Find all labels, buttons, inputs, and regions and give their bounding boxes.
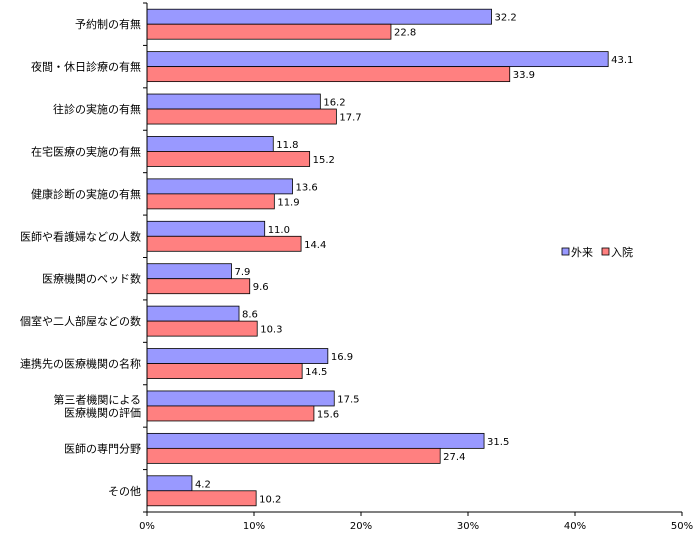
- value-label-nyuin-9: 15.6: [317, 409, 339, 420]
- category-label-4: 健康診断の実施の有無: [31, 187, 141, 201]
- bar-gairai-0: [146, 8, 492, 25]
- bar-gairai-5: [146, 220, 266, 237]
- x-tick-label-3: 30%: [457, 521, 479, 532]
- bar-nyuin-1: [146, 66, 511, 83]
- value-label-nyuin-2: 17.7: [339, 113, 361, 124]
- value-label-nyuin-4: 11.9: [277, 197, 299, 208]
- legend-label-nyuin: 入院: [611, 245, 633, 259]
- x-tick-label-5: 50%: [671, 521, 693, 532]
- bar-nyuin-3: [146, 151, 311, 167]
- category-label-5: 医師や看護婦などの人数: [20, 229, 141, 243]
- value-label-nyuin-6: 9.6: [253, 282, 269, 293]
- bar-gairai-10: [146, 432, 485, 449]
- legend-swatch-nyuin: [601, 247, 610, 256]
- bar-gairai-6: [146, 263, 232, 280]
- bar-nyuin-11: [146, 490, 257, 507]
- legend-label-gairai: 外来: [571, 246, 593, 259]
- value-label-nyuin-10: 27.4: [443, 452, 465, 463]
- value-label-gairai-7: 8.6: [242, 310, 258, 321]
- category-label-2: 往診の実施の有無: [53, 102, 141, 116]
- bar-nyuin-4: [146, 193, 275, 210]
- category-label-6: 医療機関のベッド数: [42, 272, 141, 286]
- bar-nyuin-8: [146, 363, 303, 379]
- category-label-9: 第三者機関による医療機関の評価: [53, 392, 141, 419]
- x-tick-label-1: 10%: [243, 521, 265, 532]
- value-label-nyuin-8: 14.5: [305, 367, 327, 378]
- value-label-nyuin-5: 14.4: [304, 240, 326, 251]
- value-label-gairai-9: 17.5: [337, 394, 359, 405]
- category-label-10: 医師の専門分野: [64, 442, 141, 455]
- category-label-7: 個室や二人部屋などの数: [20, 314, 141, 328]
- bar-gairai-1: [146, 51, 609, 68]
- value-label-gairai-4: 13.6: [296, 182, 318, 193]
- value-label-nyuin-7: 10.3: [260, 325, 282, 336]
- bar-nyuin-5: [146, 235, 302, 252]
- bar-nyuin-7: [146, 320, 258, 337]
- category-label-1: 夜間・休日診療の有無: [31, 60, 141, 74]
- value-label-gairai-1: 43.1: [611, 55, 633, 66]
- category-label-3: 在宅医療の実施の有無: [31, 144, 141, 158]
- value-label-gairai-3: 11.8: [276, 140, 298, 151]
- category-label-11: その他: [108, 485, 141, 498]
- value-label-nyuin-1: 33.9: [513, 70, 535, 81]
- bar-gairai-4: [146, 178, 293, 195]
- category-label-8: 連携先の医療機関の名称: [20, 357, 141, 371]
- value-label-gairai-8: 16.9: [331, 352, 353, 363]
- value-label-gairai-2: 16.2: [323, 98, 345, 109]
- bar-gairai-3: [146, 136, 274, 152]
- legend-swatch-gairai: [561, 247, 570, 256]
- value-label-nyuin-0: 22.8: [394, 28, 416, 39]
- bar-nyuin-10: [146, 447, 441, 464]
- value-label-gairai-6: 7.9: [235, 267, 251, 278]
- bar-gairai-11: [146, 475, 193, 492]
- category-label-0: 予約制の有無: [75, 17, 141, 31]
- bar-gairai-7: [146, 305, 240, 322]
- bar-nyuin-9: [146, 405, 315, 422]
- value-label-nyuin-11: 10.2: [259, 494, 281, 505]
- bar-gairai-8: [146, 348, 329, 364]
- bar-gairai-2: [146, 93, 321, 110]
- value-label-gairai-10: 31.5: [487, 437, 509, 448]
- bar-nyuin-2: [146, 108, 337, 125]
- value-label-gairai-11: 4.2: [195, 479, 211, 490]
- bar-nyuin-0: [146, 23, 392, 40]
- x-tick-label-4: 40%: [564, 521, 586, 532]
- value-label-nyuin-3: 15.2: [313, 155, 335, 166]
- value-label-gairai-0: 32.2: [495, 13, 517, 24]
- value-label-gairai-5: 11.0: [268, 225, 290, 236]
- bar-nyuin-6: [146, 278, 251, 295]
- x-tick-label-2: 20%: [350, 521, 372, 532]
- bar-gairai-9: [146, 390, 335, 407]
- x-tick-label-0: 0%: [139, 521, 155, 532]
